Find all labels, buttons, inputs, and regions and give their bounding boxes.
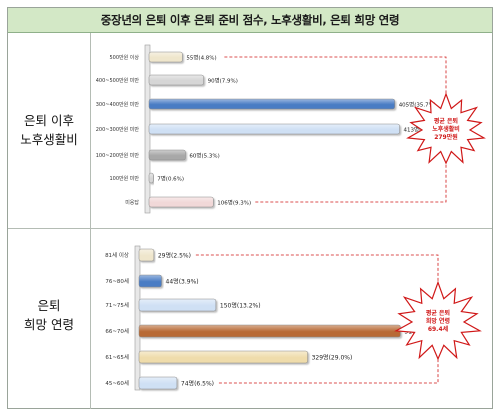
dashed-leader-top bbox=[195, 254, 439, 288]
section-divider bbox=[8, 228, 492, 229]
dashed-leader-top bbox=[224, 56, 447, 100]
value-label: 106명(9.3%) bbox=[217, 200, 251, 207]
value-label: 329명(29.0%) bbox=[312, 354, 353, 362]
bar bbox=[148, 123, 400, 135]
category-label: 61~65세 bbox=[105, 353, 129, 361]
category-label: 66~70세 bbox=[105, 327, 129, 335]
category-label: 미응답 bbox=[125, 199, 139, 206]
category-label: 45~60세 bbox=[105, 379, 129, 387]
category-label: 100만원 미만 bbox=[109, 175, 139, 182]
value-label: 150명(13.2%) bbox=[220, 302, 261, 310]
annotation-text: 69.4세 bbox=[428, 325, 449, 333]
value-label: 29명(2.5%) bbox=[158, 252, 191, 260]
chart-frame bbox=[7, 7, 493, 409]
bar bbox=[148, 98, 395, 110]
value-label: 74명(6.5%) bbox=[181, 380, 214, 388]
category-label: 81세 이상 bbox=[105, 251, 129, 259]
bar bbox=[138, 248, 155, 262]
category-label: 400~500만원 미만 bbox=[96, 77, 140, 84]
bar bbox=[138, 324, 401, 338]
category-label: 100~200만원 미만 bbox=[96, 152, 140, 159]
value-label: 60명(5.3%) bbox=[189, 153, 219, 160]
annotation-text: 노후생활비 bbox=[432, 125, 460, 133]
chart-title: 중장년의 은퇴 이후 은퇴 준비 점수, 노후생활비, 은퇴 희망 연령 bbox=[8, 8, 492, 33]
value-label: 55명(4.8%) bbox=[186, 55, 216, 62]
annotation-text: 평균 은퇴 bbox=[426, 309, 450, 317]
category-label: 71~75세 bbox=[105, 301, 129, 309]
value-label: 7명(0.6%) bbox=[157, 176, 184, 183]
dashed-leader-bottom bbox=[218, 356, 439, 384]
annotation-text: 279만원 bbox=[434, 133, 458, 141]
value-label: 44명(3.9%) bbox=[166, 278, 199, 286]
bar bbox=[138, 350, 308, 364]
category-label: 300~400만원 미만 bbox=[96, 101, 140, 108]
section-label-living-cost: 은퇴 이후 노후생활비 bbox=[20, 113, 78, 147]
annotation-starburst bbox=[406, 92, 486, 165]
column-divider bbox=[90, 33, 91, 409]
category-label: 76~80세 bbox=[105, 277, 129, 285]
bar bbox=[148, 74, 204, 86]
bar bbox=[138, 376, 178, 390]
bar bbox=[148, 51, 183, 63]
axis-wall bbox=[134, 245, 141, 391]
bar bbox=[148, 172, 154, 184]
bar-panel-0: 500만원 이상 55명(4.8%) 400~500만원 미만 90명(7.9%) 30… bbox=[96, 44, 486, 214]
bar bbox=[148, 149, 186, 161]
annotation-text: 평균 은퇴 bbox=[434, 117, 458, 125]
category-label: 200~300만원 미만 bbox=[96, 126, 140, 133]
dashed-leader-bottom bbox=[255, 160, 447, 203]
value-label: 90명(7.9%) bbox=[208, 78, 238, 85]
bar bbox=[138, 298, 217, 312]
bar-panel-1: 81세 이상 29명(2.5%) 76~80세 44명(3.9%) 71~75세 150명… bbox=[105, 245, 482, 391]
category-label: 500만원 이상 bbox=[109, 54, 139, 61]
bar bbox=[148, 196, 214, 208]
bar bbox=[138, 274, 162, 288]
value-label: 405명(35.7%) bbox=[399, 102, 436, 109]
section-label-retirement-age: 은퇴 희망 연령 bbox=[24, 298, 74, 332]
annotation-starburst bbox=[394, 280, 482, 361]
annotation-text: 희망 연령 bbox=[426, 317, 450, 325]
